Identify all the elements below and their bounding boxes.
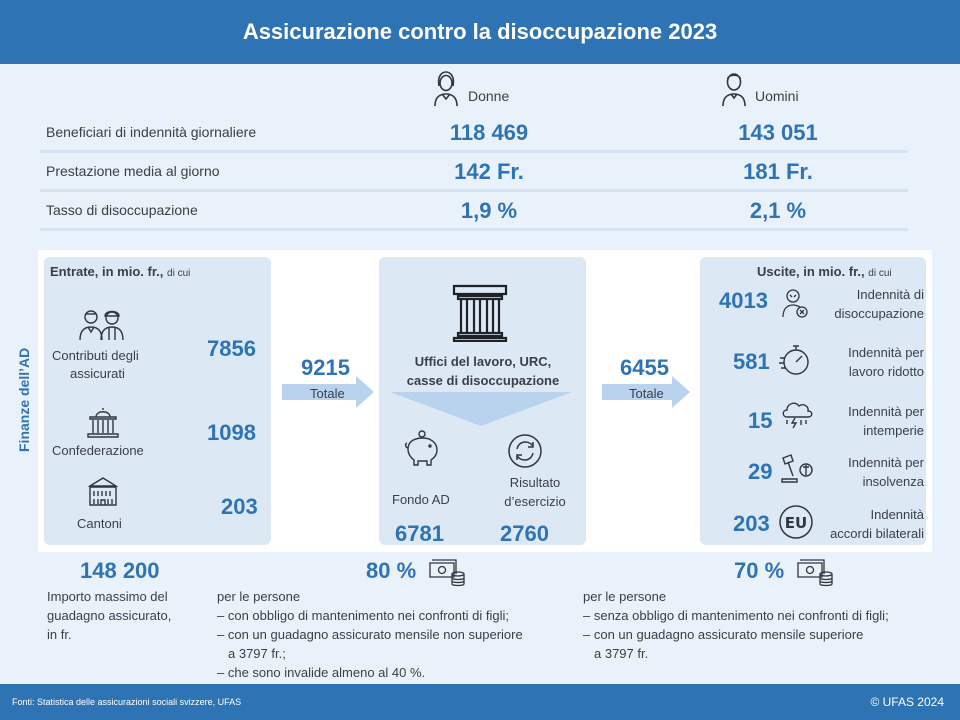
stat-men-tasso: 2,1 % (749, 198, 807, 223)
women-column-label: Donne (468, 88, 510, 104)
stat-women-prestazione: 142 Fr. (454, 159, 524, 184)
fondo-label: Fondo AD (392, 492, 450, 507)
expenses-title: Uscite, in mio. fr., di cui (757, 264, 892, 279)
stat-women-beneficiari: 118 469 (449, 120, 529, 145)
risultato-label: Risultato d’esercizio (504, 475, 566, 509)
expense-label-disoccupazione: Indennità di disoccupazione (834, 287, 924, 321)
money-stack-icon (796, 557, 834, 587)
eu-icon: EU (778, 504, 814, 540)
piggy-bank-icon (402, 429, 442, 469)
expense-value-insolvenza: 29 (748, 459, 773, 484)
center-title: Uffici del lavoro, URC, casse di disoccu… (406, 354, 560, 388)
pct80-notes: per le persone – con obbligo di mantenim… (217, 589, 523, 680)
stat-label-prestazione: Prestazione media al giorno (46, 163, 220, 179)
expenses-total-label: Totale (629, 386, 664, 401)
income-total-value: 9215 (301, 355, 350, 380)
stopwatch-icon (778, 343, 812, 377)
row-divider (40, 189, 908, 192)
income-value-contributi: 7856 (207, 336, 256, 361)
svg-text:EU: EU (785, 514, 807, 532)
income-label-contributi: Contributi degli assicurati (52, 348, 139, 381)
expense-label-lavoro-ridotto: Indennità per lavoro ridotto (848, 345, 924, 379)
income-value-confederazione: 1098 (207, 420, 256, 445)
unemployed-person-icon (781, 287, 809, 319)
risultato-value: 2760 (500, 521, 549, 546)
stat-label-beneficiari: Beneficiari di indennità giornaliere (46, 124, 257, 140)
gavel-icon (779, 452, 815, 486)
expense-value-intemperie: 15 (748, 408, 773, 433)
expenses-panel (700, 257, 926, 545)
row-divider (40, 150, 908, 153)
stat-men-prestazione: 181 Fr. (743, 159, 813, 184)
men-column-label: Uomini (755, 88, 799, 104)
footer-copyright: © UFAS 2024 (870, 695, 944, 709)
fondo-value: 6781 (395, 521, 444, 546)
woman-icon (432, 70, 460, 108)
page-footer: Fonti: Statistica delle assicurazioni so… (0, 684, 960, 720)
income-title: Entrate, in mio. fr., di cui (50, 264, 191, 279)
expense-value-bilaterali: 203 (733, 511, 770, 536)
income-value-cantoni: 203 (221, 494, 258, 519)
expenses-arrow (602, 376, 690, 408)
income-panel (44, 257, 271, 545)
stat-label-tasso: Tasso di disoccupazione (46, 202, 198, 218)
federal-building-icon (86, 405, 120, 439)
pct70-notes: per le persone – senza obbligo di manten… (583, 589, 889, 661)
expense-label-insolvenza: Indennità per insolvenza (848, 455, 924, 489)
center-down-arrow (390, 392, 572, 426)
pct80-value: 80 % (366, 558, 417, 583)
expense-label-bilaterali: Indennità accordi bilaterali (830, 507, 924, 541)
expense-value-disoccupazione: 4013 (719, 288, 768, 313)
income-label-confederazione: Confederazione (52, 443, 144, 458)
pct70-value: 70 % (734, 558, 785, 583)
max-insured-value: 148 200 (80, 558, 160, 583)
expenses-total-value: 6455 (620, 355, 669, 380)
footer-source: Fonti: Statistica delle assicurazioni so… (12, 697, 242, 707)
money-stack-icon (428, 557, 466, 587)
income-arrow (282, 376, 374, 408)
stat-women-tasso: 1,9 % (460, 198, 518, 223)
row-divider (40, 228, 908, 231)
max-insured-label: Importo massimo del guadagno assicurato,… (47, 589, 172, 642)
storm-cloud-icon (779, 397, 815, 431)
workers-icon (78, 307, 126, 341)
cycle-icon (507, 433, 543, 469)
page-header: Assicurazione contro la disoccupazione 2… (0, 0, 960, 64)
expense-value-lavoro-ridotto: 581 (733, 349, 770, 374)
page-title: Assicurazione contro la disoccupazione 2… (242, 19, 718, 44)
stat-men-beneficiari: 143 051 (738, 120, 818, 145)
cantonal-building-icon (86, 474, 120, 508)
finances-side-label: Finanze dell’AD (16, 347, 32, 452)
man-icon (720, 70, 748, 108)
income-total-label: Totale (310, 386, 345, 401)
expense-label-intemperie: Indennità per intemperie (848, 404, 924, 438)
pillar-building-icon (452, 284, 508, 342)
income-label-cantoni: Cantoni (77, 516, 122, 531)
